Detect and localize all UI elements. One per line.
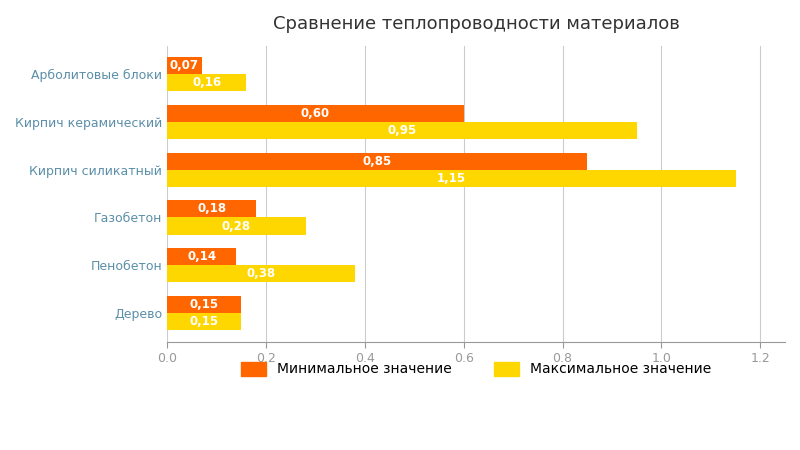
Bar — [167, 248, 236, 265]
Title: Сравнение теплопроводности материалов: Сравнение теплопроводности материалов — [273, 15, 679, 33]
Bar — [167, 313, 242, 330]
Text: 0,15: 0,15 — [190, 315, 218, 328]
Bar — [167, 170, 735, 187]
Text: 0,18: 0,18 — [197, 202, 226, 216]
Text: 0,95: 0,95 — [387, 124, 417, 137]
Bar — [167, 122, 637, 139]
Text: 0,16: 0,16 — [192, 76, 222, 90]
Text: 0,38: 0,38 — [246, 267, 275, 280]
Text: 0,60: 0,60 — [301, 107, 330, 120]
Text: 1,15: 1,15 — [437, 172, 466, 185]
Text: 0,15: 0,15 — [190, 298, 218, 311]
Bar — [167, 296, 242, 313]
Bar — [167, 217, 306, 234]
Bar — [167, 57, 202, 74]
Bar — [167, 153, 587, 170]
Text: 0,14: 0,14 — [187, 250, 216, 263]
Bar — [167, 105, 464, 122]
Text: 0,07: 0,07 — [170, 59, 199, 72]
Text: 0,28: 0,28 — [222, 220, 251, 233]
Bar — [167, 74, 246, 91]
Text: 0,85: 0,85 — [362, 155, 392, 168]
Legend: Минимальное значение, Максимальное значение: Минимальное значение, Максимальное значе… — [235, 356, 717, 382]
Bar — [167, 200, 256, 217]
Bar — [167, 265, 355, 282]
